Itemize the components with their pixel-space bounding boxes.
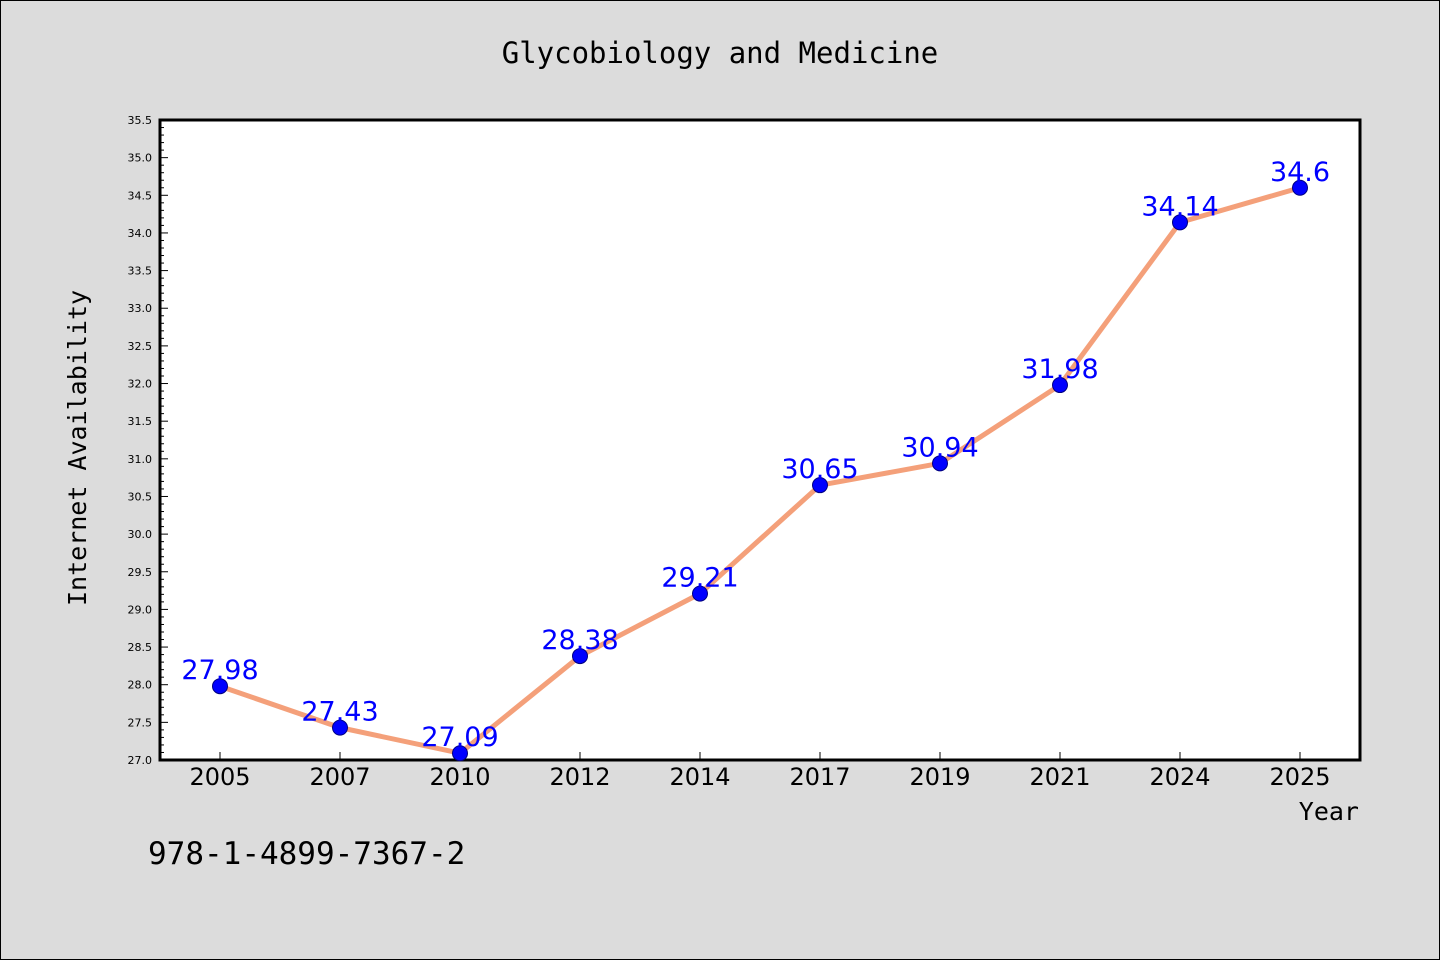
data-point bbox=[1292, 179, 1308, 196]
y-axis-label: Internet Availability bbox=[63, 290, 92, 606]
y-tick-label: 35.5 bbox=[128, 114, 153, 127]
y-tick-label: 29.5 bbox=[128, 566, 153, 579]
y-tick-label: 35.0 bbox=[128, 152, 153, 165]
y-tick-label: 30.0 bbox=[128, 528, 153, 541]
data-label: 30.65 bbox=[781, 454, 858, 485]
y-tick-label: 32.0 bbox=[128, 378, 153, 391]
y-tick-label: 33.0 bbox=[128, 302, 153, 315]
x-tick-label: 2010 bbox=[429, 763, 490, 791]
x-tick-label: 2007 bbox=[309, 763, 370, 791]
y-tick-label: 27.5 bbox=[128, 716, 153, 729]
x-tick-label: 2019 bbox=[909, 763, 970, 791]
data-point bbox=[932, 455, 948, 472]
y-tick-label: 29.0 bbox=[128, 603, 153, 616]
y-tick-label: 32.5 bbox=[128, 340, 153, 353]
x-tick-label: 2017 bbox=[789, 763, 850, 791]
x-tick-label: 2014 bbox=[669, 763, 730, 791]
footer-code: 978-1-4899-7367-2 bbox=[148, 836, 465, 872]
y-tick-label: 30.5 bbox=[128, 490, 153, 503]
data-label: 27.09 bbox=[421, 722, 498, 753]
data-point bbox=[812, 477, 828, 494]
x-tick-label: 2012 bbox=[549, 763, 610, 791]
data-labels: 27.98 27.43 27.09 28.38 29.21 30.65 30.94 31.98… bbox=[181, 157, 1330, 753]
data-label: 31.98 bbox=[1021, 354, 1098, 385]
data-label: 29.21 bbox=[661, 563, 738, 594]
data-label: 34.6 bbox=[1270, 157, 1330, 188]
x-axis: 2005 2007 2010 2012 2014 2017 2019 2021 2024 2025 bbox=[189, 752, 1331, 791]
y-tick-label: 33.5 bbox=[128, 265, 153, 278]
series-line bbox=[217, 185, 1303, 756]
y-tick-label: 31.0 bbox=[128, 453, 153, 466]
data-label: 30.94 bbox=[901, 432, 978, 463]
y-tick-label: 28.0 bbox=[128, 679, 153, 692]
y-tick-label: 34.0 bbox=[128, 227, 153, 240]
data-point bbox=[1052, 377, 1068, 394]
x-tick-label: 2024 bbox=[1149, 763, 1210, 791]
data-point bbox=[1172, 214, 1188, 231]
x-tick-label: 2025 bbox=[1269, 763, 1330, 791]
y-tick-label: 27.0 bbox=[128, 754, 153, 767]
x-axis-label: Year bbox=[1299, 797, 1359, 826]
y-tick-label: 31.5 bbox=[128, 415, 153, 428]
data-label: 34.14 bbox=[1141, 191, 1218, 222]
data-point bbox=[212, 678, 228, 695]
data-point bbox=[572, 648, 588, 665]
x-tick-label: 2021 bbox=[1029, 763, 1090, 791]
data-label: 27.43 bbox=[301, 697, 378, 728]
y-tick-label: 34.5 bbox=[128, 189, 153, 202]
data-markers bbox=[212, 179, 1308, 762]
data-label: 27.98 bbox=[181, 655, 258, 686]
plot-area bbox=[158, 118, 1362, 762]
data-point bbox=[692, 585, 708, 602]
y-axis: 27.0 27.5 28.0 28.5 29.0 29.5 30.0 30.5 31.0 31.5… bbox=[128, 114, 168, 767]
chart-title: Glycobiology and Medicine bbox=[502, 36, 939, 70]
x-tick-label: 2005 bbox=[189, 763, 250, 791]
data-point bbox=[452, 745, 468, 762]
data-point bbox=[332, 719, 348, 736]
y-tick-label: 28.5 bbox=[128, 641, 153, 654]
data-label: 28.38 bbox=[541, 625, 618, 656]
